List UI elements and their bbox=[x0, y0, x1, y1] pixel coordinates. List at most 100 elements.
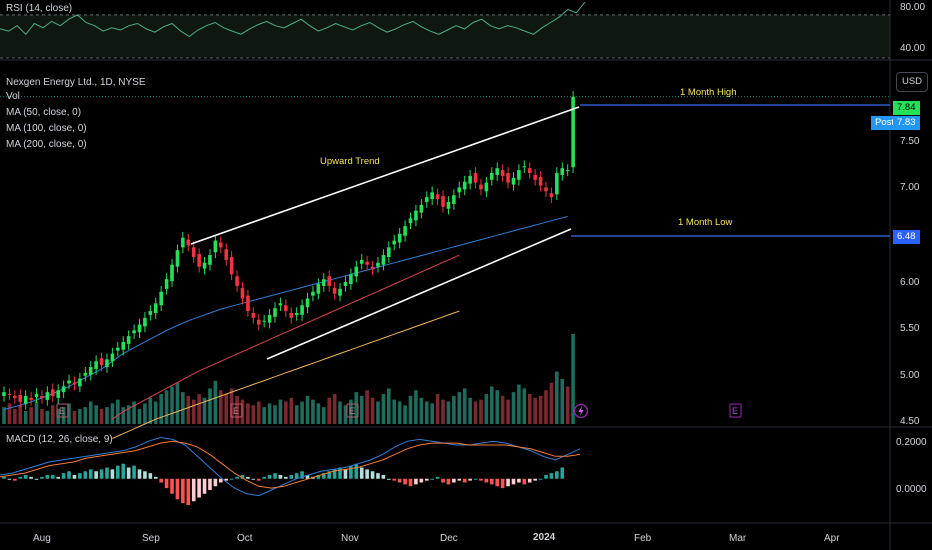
x-tick-aug: Aug bbox=[33, 533, 51, 544]
candle-body bbox=[527, 168, 532, 174]
macd-histogram-bar bbox=[381, 475, 386, 479]
volume-bar bbox=[500, 395, 505, 424]
macd-histogram-bar bbox=[430, 478, 434, 480]
candle-body bbox=[403, 226, 407, 236]
macd-histogram-bar bbox=[294, 473, 299, 479]
volume-bar bbox=[7, 403, 12, 424]
x-tick-feb: Feb bbox=[634, 533, 652, 544]
macd-histogram-bar bbox=[387, 478, 391, 480]
volume-bar bbox=[132, 401, 136, 424]
volume-bar bbox=[403, 405, 407, 424]
rsi-tick-80: 80.00 bbox=[900, 2, 926, 13]
volume-bar bbox=[462, 388, 467, 424]
volume-bar bbox=[78, 409, 82, 424]
volume-bar bbox=[18, 405, 23, 424]
macd-histogram-bar bbox=[321, 473, 326, 479]
annotation-month-high[interactable]: 1 Month High bbox=[680, 87, 737, 98]
annotation-upward-trend[interactable]: Upward Trend bbox=[320, 156, 380, 167]
volume-bar bbox=[354, 392, 359, 424]
candle-body bbox=[305, 298, 310, 308]
volume-bar bbox=[267, 403, 272, 424]
candle-body bbox=[170, 264, 174, 282]
volume-bar bbox=[300, 401, 304, 424]
macd-histogram-bar bbox=[153, 476, 158, 479]
macd-histogram-bar bbox=[414, 478, 418, 485]
volume-bar bbox=[305, 395, 310, 424]
macd-histogram-bar bbox=[468, 478, 472, 481]
macd-histogram-bar bbox=[473, 478, 478, 480]
macd-histogram-bar bbox=[72, 475, 77, 479]
macd-histogram-bar bbox=[105, 467, 109, 479]
macd-histogram-bar bbox=[300, 471, 304, 479]
candle-body bbox=[164, 279, 169, 289]
candle-body bbox=[365, 261, 369, 265]
volume-bar bbox=[208, 388, 212, 424]
macd-histogram-bar bbox=[56, 476, 60, 479]
macd-histogram-bar bbox=[522, 478, 527, 485]
candle-body bbox=[354, 266, 359, 277]
price-tick-7.50: 7.50 bbox=[900, 136, 920, 147]
legend-vol[interactable]: Vol bbox=[6, 91, 20, 102]
macd-histogram-bar bbox=[45, 475, 50, 479]
volume-bar bbox=[137, 409, 142, 424]
legend-ma100[interactable]: MA (100, close, 0) bbox=[6, 123, 87, 134]
macd-histogram-bar bbox=[246, 476, 250, 479]
candle-body bbox=[240, 287, 245, 299]
macd-histogram-bar bbox=[126, 467, 131, 479]
candle-body bbox=[381, 255, 386, 265]
volume-bar bbox=[110, 403, 115, 424]
macd-histogram-bar bbox=[338, 467, 342, 479]
volume-bar bbox=[246, 403, 250, 424]
rsi-band bbox=[0, 14, 890, 58]
candle-body bbox=[267, 314, 272, 323]
candle-body bbox=[316, 284, 321, 294]
x-tick-apr: Apr bbox=[824, 533, 840, 544]
candle-body bbox=[132, 330, 136, 334]
macd-histogram-bar bbox=[18, 476, 23, 479]
macd-histogram-bar bbox=[517, 478, 521, 483]
volume-bar bbox=[506, 399, 510, 424]
macd-histogram-bar bbox=[316, 475, 321, 479]
macd-histogram-bar bbox=[376, 473, 380, 479]
candle-body bbox=[67, 380, 71, 384]
candle-body bbox=[88, 367, 93, 375]
macd-histogram-bar bbox=[527, 478, 532, 483]
candle-body bbox=[219, 242, 223, 248]
candle-body bbox=[126, 336, 131, 344]
macd-histogram-bar bbox=[549, 473, 554, 479]
macd-histogram-bar bbox=[191, 478, 196, 502]
volume-bar bbox=[457, 392, 462, 424]
macd-histogram-bar bbox=[284, 476, 288, 479]
legend-ma200[interactable]: MA (200, close, 0) bbox=[6, 139, 87, 150]
candle-body bbox=[94, 361, 98, 369]
macd-histogram-bar bbox=[13, 478, 17, 481]
volume-bar bbox=[213, 380, 218, 424]
candle-body bbox=[549, 193, 554, 198]
candle-body bbox=[435, 194, 440, 200]
macd-line bbox=[0, 436, 581, 497]
macd-histogram-bar bbox=[419, 478, 424, 483]
x-tick-oct: Oct bbox=[237, 533, 253, 544]
volume-bar bbox=[45, 410, 50, 424]
volume-bar bbox=[143, 403, 147, 424]
macd-histogram-bar bbox=[202, 478, 207, 494]
macd-histogram-bar bbox=[359, 467, 364, 479]
volume-bar bbox=[202, 397, 207, 424]
volume-bar bbox=[343, 405, 348, 424]
candle-body bbox=[349, 274, 353, 285]
macd-histogram-bar bbox=[7, 478, 12, 480]
candle-body bbox=[175, 250, 180, 267]
currency-button[interactable]: USD bbox=[896, 72, 928, 92]
macd-histogram-bar bbox=[132, 465, 136, 479]
legend-ma50[interactable]: MA (50, close, 0) bbox=[6, 107, 82, 118]
macd-histogram-bar bbox=[175, 478, 180, 500]
volume-bar bbox=[229, 388, 234, 424]
candle-body bbox=[105, 359, 109, 368]
volume-bar bbox=[99, 409, 104, 424]
volume-bar bbox=[473, 401, 478, 424]
candle-body bbox=[560, 168, 565, 175]
annotation-month-low[interactable]: 1 Month Low bbox=[678, 217, 733, 228]
candle-body bbox=[490, 173, 494, 180]
macd-histogram-bar bbox=[343, 469, 348, 479]
